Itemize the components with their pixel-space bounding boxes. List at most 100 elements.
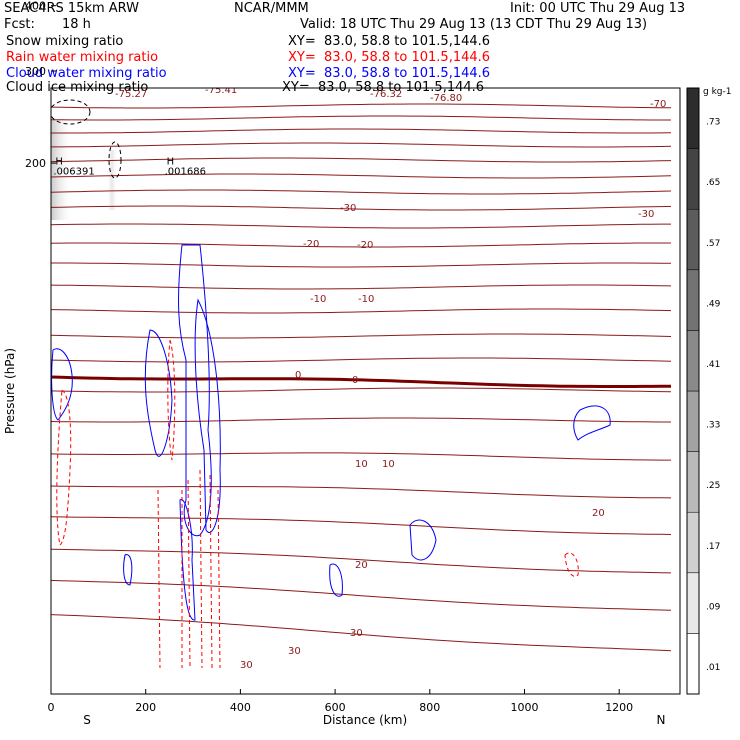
temperature-contour <box>51 387 672 393</box>
temperature-contour <box>51 262 672 268</box>
x-axis-title: Distance (km) <box>323 713 407 727</box>
forecast-hour: 18 h <box>62 17 91 32</box>
x-tick-label: 1000 <box>511 701 539 714</box>
temperature-contour-label: 0 <box>295 370 301 381</box>
colorbar-swatch <box>686 572 700 634</box>
colorbar-swatch <box>686 451 700 513</box>
y-tick-label: 300 <box>25 65 46 78</box>
y-tick-label: 200 <box>25 157 46 170</box>
rain-water-contour <box>56 389 72 546</box>
temperature-contour-label: -76.80 <box>430 93 462 104</box>
field-name-snow: Snow mixing ratio <box>6 34 124 49</box>
colorbar-swatch <box>686 511 700 574</box>
colorbar-level-label: .25 <box>706 481 720 491</box>
rain-water-contour <box>167 339 176 461</box>
colorbar-swatch <box>686 330 700 392</box>
temperature-contour <box>51 548 672 574</box>
valid-time: Valid: 18 UTC Thu 29 Aug 13 (13 CDT Thu … <box>300 17 648 32</box>
temperature-contour <box>51 242 671 248</box>
maximum-value-label: .000056 <box>167 15 208 26</box>
cloud-ice-shading <box>51 120 73 220</box>
temperature-contour <box>51 614 672 652</box>
temperature-contour <box>51 103 672 109</box>
x-tick-label: 0 <box>48 701 55 714</box>
plot-frame <box>50 87 681 695</box>
temperature-contour-label: -70 <box>650 99 666 110</box>
temperature-contour-label: 30 <box>288 646 301 657</box>
temperature-contour <box>51 333 672 339</box>
x-end-label-south: S <box>83 713 91 727</box>
colorbar-swatch <box>686 208 700 271</box>
temperature-contour <box>51 516 672 535</box>
colorbar-level-label: .17 <box>706 542 720 552</box>
y-axis-title: Pressure (hPa) <box>3 348 17 434</box>
cloud-water-contour <box>123 554 133 586</box>
maximum-value-label: .001686 <box>165 167 206 178</box>
temperature-contour <box>51 115 671 121</box>
colorbar-level-label: .73 <box>706 118 720 128</box>
colorbar-swatch <box>686 633 700 695</box>
temperature-contour <box>51 189 672 195</box>
cloud-ice-shading <box>106 150 118 210</box>
org-label: NCAR/MMM <box>234 1 309 16</box>
cloud-water-contour <box>178 244 212 537</box>
temperature-contour-label: 20 <box>355 560 368 571</box>
model-title: SEAC4RS 15km ARW <box>4 1 140 16</box>
temperature-contour <box>51 157 672 163</box>
cloud-water-contour <box>409 519 437 561</box>
y-tick-label: 400 <box>25 0 46 13</box>
temperature-contour-label: 30 <box>240 660 253 671</box>
colorbar-level-label: .41 <box>706 360 720 370</box>
maximum-marker: H <box>167 157 175 168</box>
cloud-water-contour <box>144 329 173 457</box>
field-name-rain: Rain water mixing ratio <box>6 50 159 65</box>
temperature-contour-label: -30 <box>638 209 654 220</box>
colorbar-swatch <box>686 269 700 331</box>
x-end-label-north: N <box>657 713 666 727</box>
maximum-value-label: .001 <box>167 25 189 36</box>
x-tick-label: 1200 <box>605 701 633 714</box>
colorbar-frame <box>686 87 700 695</box>
temperature-contour-label: -10 <box>310 294 326 305</box>
temperature-contour-label: 10 <box>355 459 368 470</box>
temperature-contour <box>51 485 672 499</box>
forecast-label: Fcst: <box>4 17 35 32</box>
temperature-contour <box>51 173 672 179</box>
temperature-contour <box>51 308 672 314</box>
x-tick-label: 200 <box>135 701 156 714</box>
cloud-water-contour <box>329 563 343 597</box>
x-tick-label: 800 <box>419 701 440 714</box>
colorbar-level-label: .65 <box>706 178 720 188</box>
temperature-contour-label: -75.41 <box>205 85 237 96</box>
field-name-cloud-water: Cloud water mixing ratio <box>6 66 167 81</box>
cloud-water-contour <box>573 405 611 441</box>
temperature-contour <box>51 205 672 211</box>
temperature-contour <box>51 284 672 290</box>
temperature-contour-label: 10 <box>382 459 395 470</box>
x-tick-label: 400 <box>230 701 251 714</box>
colorbar-swatch <box>686 148 700 210</box>
snow-contour <box>108 141 122 179</box>
field-xy-cloud-water: XY= 83.0, 58.8 to 101.5,144.6 <box>288 66 491 81</box>
cloud-water-contour <box>179 499 196 621</box>
colorbar-level-label: .09 <box>706 602 721 612</box>
temperature-contour-label: -30 <box>340 203 356 214</box>
snow-contour <box>51 99 91 125</box>
rain-water-contour <box>157 469 221 669</box>
temperature-contour-label: 20 <box>20 566 33 577</box>
freezing-level-contour <box>51 375 671 388</box>
colorbar-level-label: .33 <box>706 421 720 431</box>
temperature-contour-label: 20 <box>592 508 605 519</box>
maximum-value-label: .006391 <box>53 167 94 178</box>
temperature-contour-label: -20 <box>303 239 319 250</box>
temperature-contour <box>51 128 672 134</box>
colorbar-level-label: .57 <box>706 239 720 249</box>
temperature-contour-label: -75.27 <box>115 89 147 100</box>
field-xy-rain: XY= 83.0, 58.8 to 101.5,144.6 <box>288 50 491 65</box>
temperature-contour <box>51 357 672 363</box>
colorbar-swatch <box>686 390 700 452</box>
temperature-contour <box>51 579 672 611</box>
temperature-contour-label: -10 <box>358 294 374 305</box>
temperature-contour <box>51 417 671 423</box>
